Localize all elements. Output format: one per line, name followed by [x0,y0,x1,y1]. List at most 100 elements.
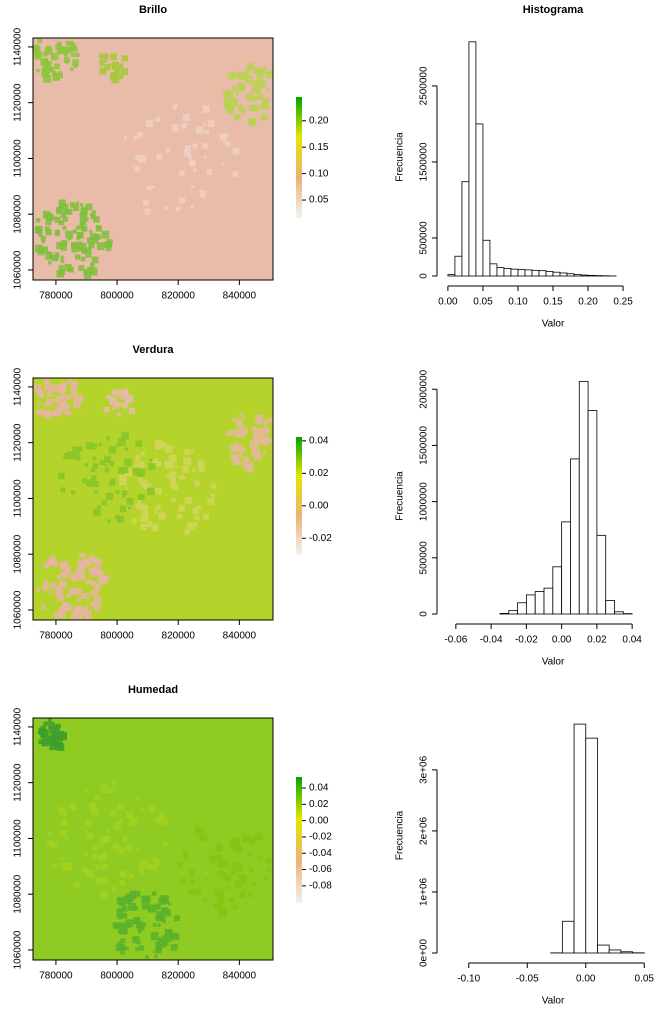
raster-pixel [51,733,58,739]
raster-pixel [74,588,82,596]
raster-pixel [113,62,119,68]
raster-pixel [149,458,153,462]
raster-pixel [182,113,190,122]
raster-pixel [231,454,238,461]
raster-pixel [58,264,64,271]
raster-pixel [41,240,45,244]
raster-pixel [117,515,125,523]
raster-pixel [195,826,203,835]
histogram-bar [566,273,575,277]
raster-pixel [121,68,129,76]
raster-pixel [117,389,121,393]
raster-pixel [135,947,139,951]
y-tick-label: 1080000 [13,874,24,913]
raster-pixel [100,863,108,871]
raster-pixel [106,64,111,69]
raster-pixel [251,447,260,456]
raster-pixel [216,871,221,875]
raster-pixel [141,451,145,456]
raster-pixel [83,268,88,274]
raster-pixel [187,522,195,530]
raster-pixel [238,82,245,89]
raster-pixel [100,876,108,884]
raster-pixel [156,911,163,918]
histogram-bar [614,611,624,615]
raster-pixel [218,898,225,906]
raster-pixel [95,225,102,232]
raster-pixel [266,72,273,79]
raster-pixel [125,811,134,820]
raster-pixel [227,91,234,99]
raster-pixel [152,923,157,927]
raster-pixel [84,560,90,566]
chart-title: Verdura [133,344,175,356]
raster-pixel [227,430,234,437]
raster-pixel [263,451,267,455]
raster-pixel [238,106,244,112]
raster-pixel [245,75,253,83]
raster-pixel [237,76,241,80]
raster-pixel [34,52,42,60]
raster-pixel [188,155,192,160]
raster-pixel [108,788,114,794]
y-tick-label: 1060000 [13,250,24,289]
raster-pixel [37,393,43,398]
raster-pixel [122,494,126,498]
raster-pixel [121,466,129,474]
raster-pixel [250,95,256,102]
raster-pixel [72,204,80,212]
raster-pixel [35,218,41,223]
raster-pixel [199,190,207,197]
raster-pixel [60,259,65,263]
raster-pixel [217,861,224,868]
raster-pixel [106,436,111,441]
y-tick-label: 0e+00 [419,939,430,968]
raster-pixel [184,449,190,456]
raster-pixel [51,255,58,262]
raster-pixel [57,594,64,602]
raster-pixel [232,837,241,845]
y-axis-label: Frecuencia [395,132,406,182]
raster-pixel [98,842,104,848]
x-tick-label: 0.25 [613,297,633,308]
raster-pixel [105,245,112,252]
raster-pixel [43,721,49,727]
raster-pixel [67,236,72,241]
raster-pixel [37,730,42,735]
raster-pixel [241,463,246,468]
raster-pixel [146,185,152,191]
raster-pixel [48,831,53,836]
raster-pixel [155,488,162,495]
raster-pixel [56,574,62,580]
raster-pixel [122,836,128,842]
raster-pixel [249,462,254,466]
raster-pixel [85,820,92,826]
y-tick-label: 1100000 [13,139,24,178]
x-tick-label: 840000 [223,631,257,642]
raster-pixel [179,196,186,204]
raster-pixel [90,853,97,860]
raster-pixel [100,890,108,899]
raster-pixel [112,922,119,929]
raster-pixel [66,593,71,599]
raster-pixel [103,455,112,463]
raster-pixel [220,859,229,868]
raster-pixel [109,397,117,406]
histogram-bar [517,602,527,615]
raster-pixel [93,508,101,517]
raster-pixel [64,836,68,840]
raster-pixel [144,511,149,516]
raster-pixel [236,417,240,421]
raster-pixel [60,46,69,55]
raster-pixel [89,802,96,810]
raster-pixel [236,865,243,872]
raster-pixel [239,426,248,435]
x-tick-label: 820000 [162,631,196,642]
raster-pixel [158,939,166,948]
raster-pixel [263,876,267,880]
histogram-bar [552,271,561,277]
raster-pixel [81,226,88,232]
y-axis-label: Frecuencia [395,471,406,521]
raster-pixel [54,63,60,70]
raster-pixel [161,442,167,448]
